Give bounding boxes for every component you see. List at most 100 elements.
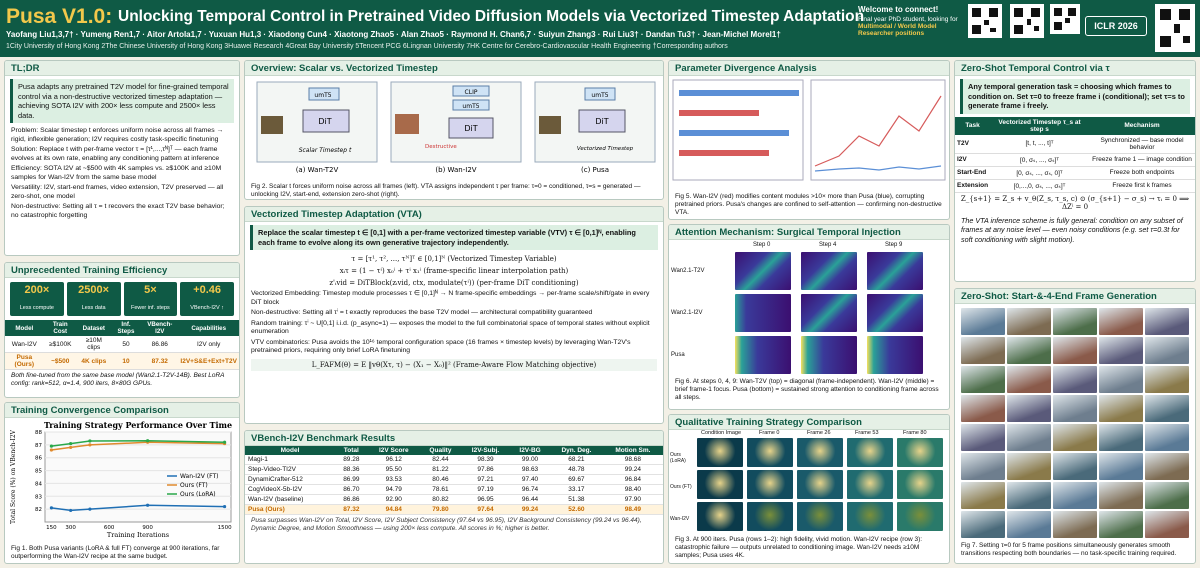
data-point bbox=[222, 440, 227, 444]
section-title: Parameter Divergence Analysis bbox=[669, 61, 949, 76]
tldr-panel: TL;DR Pusa adapts any pretrained T2V mod… bbox=[4, 60, 240, 256]
y-tick-label: 87 bbox=[35, 443, 42, 449]
legend-entry: Wan-I2V (FT) bbox=[180, 473, 218, 480]
section-title: VBench-I2V Benchmark Results bbox=[245, 431, 663, 446]
vta-bullet: VTV combinatorics: Pusa avoids the 10¹⁶ … bbox=[251, 338, 631, 355]
video-frame-thumbnail bbox=[747, 470, 793, 499]
video-frame-thumbnail bbox=[1053, 482, 1097, 509]
row-label: Ours (FT) bbox=[670, 484, 692, 490]
video-frame-thumbnail bbox=[697, 470, 743, 499]
video-frame-thumbnail bbox=[1007, 453, 1051, 480]
video-frame-thumbnail bbox=[897, 470, 943, 499]
video-frame-thumbnail bbox=[697, 438, 743, 467]
zeroshot-text: The VTA inference scheme is fully genera… bbox=[961, 215, 1183, 244]
step-label: Step 4 bbox=[819, 242, 837, 248]
column-label: Condition Image bbox=[701, 430, 742, 436]
video-frame-thumbnail bbox=[1053, 511, 1097, 538]
stat-badge: 5× Fewer inf. steps bbox=[123, 282, 178, 316]
video-frame-thumbnail bbox=[961, 511, 1005, 538]
video-frame-thumbnail bbox=[1099, 395, 1143, 422]
data-point bbox=[69, 445, 73, 450]
video-frame-thumbnail bbox=[1099, 308, 1143, 335]
attention-heatmap bbox=[735, 252, 791, 290]
figure-caption: Fig 3. At 900 iters. Pusa (rows 1–2): hi… bbox=[675, 536, 923, 559]
table-row: I2V [0, σₛ, ..., σₛ]ᵀ Freeze frame 1 — ima… bbox=[955, 153, 1195, 167]
section-title: Vectorized Timestep Adaptation (VTA) bbox=[245, 207, 663, 222]
qr-code-icon[interactable] bbox=[1050, 4, 1080, 34]
attention-heatmap bbox=[867, 252, 923, 290]
qr-code-icon[interactable] bbox=[1010, 4, 1044, 38]
attention-heatmap bbox=[735, 294, 791, 332]
svg-text:umT5: umT5 bbox=[462, 103, 479, 110]
poster-header: Pusa V1.0: Unlocking Temporal Control in… bbox=[0, 0, 1200, 57]
section-title: Qualitative Training Strategy Comparison bbox=[669, 415, 949, 430]
video-frame-thumbnail bbox=[897, 502, 943, 531]
table-row: Extension [0,...,0, σₛ, ..., σₛ]ᵀ Freeze f… bbox=[955, 179, 1195, 193]
svg-text:umT5: umT5 bbox=[591, 92, 608, 99]
svg-text:Scalar Timestep t: Scalar Timestep t bbox=[299, 147, 352, 154]
zeroshot-table: Task Vectorized Timestep τ_s at step s Mec… bbox=[955, 116, 1195, 193]
video-frame-thumbnail bbox=[1053, 308, 1097, 335]
diagram-label: (b) Wan-I2V bbox=[435, 166, 476, 174]
stat-badge: +0.46 VBench-I2V ↑ bbox=[180, 282, 234, 316]
attention-heatmap bbox=[735, 336, 791, 374]
video-frame-thumbnail bbox=[1145, 482, 1189, 509]
video-frame-thumbnail bbox=[1145, 337, 1189, 364]
startend-panel: Zero-Shot: Start-&-4-End Frame Generatio… bbox=[954, 288, 1196, 564]
poster-title: Unlocking Temporal Control in Pretrained… bbox=[118, 8, 865, 25]
video-frame-thumbnail bbox=[1145, 308, 1189, 335]
x-tick-label: 600 bbox=[104, 525, 115, 531]
convergence-chart: Training Strategy Performance Over Time 8… bbox=[10, 420, 232, 539]
figure-caption: Fig 7. Setting τ=0 for 5 frame positions… bbox=[961, 542, 1177, 557]
y-tick-label: 85 bbox=[35, 469, 42, 475]
video-frame-thumbnail bbox=[1053, 453, 1097, 480]
diagram-label: (a) Wan-T2V bbox=[296, 166, 339, 174]
step-label: Step 9 bbox=[885, 242, 903, 248]
svg-text:Vectorized Timestep: Vectorized Timestep bbox=[577, 146, 634, 152]
video-frame-thumbnail bbox=[1145, 366, 1189, 393]
zeroshot-highlight: Any temporal generation task = choosing … bbox=[960, 79, 1190, 114]
video-frame-thumbnail bbox=[1007, 482, 1051, 509]
welcome-text: Final year PhD student, looking for bbox=[858, 16, 958, 23]
video-frame-thumbnail bbox=[1053, 337, 1097, 364]
convergence-panel: Training Convergence Comparison Training… bbox=[4, 402, 240, 564]
table-row: CogVideoX-5b-I2V 86.70 94.79 78.61 97.19 96.7… bbox=[245, 484, 663, 495]
video-frame-thumbnail bbox=[961, 366, 1005, 393]
attention-grid: Step 0 Step 4 Step 9 Wan2.1-T2V Wan2.1-I… bbox=[669, 240, 949, 376]
video-frame-thumbnail bbox=[961, 424, 1005, 451]
stat-badge: 200× Less compute bbox=[10, 282, 64, 316]
x-tick-label: 1500 bbox=[218, 525, 232, 531]
svg-text:umT5: umT5 bbox=[314, 92, 331, 99]
video-frame-thumbnail bbox=[1145, 424, 1189, 451]
column-label: Frame 0 bbox=[759, 430, 780, 436]
video-frame-thumbnail bbox=[1053, 424, 1097, 451]
section-title: Training Convergence Comparison bbox=[5, 403, 239, 418]
video-frames-icon bbox=[261, 116, 283, 134]
equation: z'ᵢvid = DiTBlock(zᵢvid, ctx, modulate(τ… bbox=[329, 279, 579, 288]
svg-text:Destructive: Destructive bbox=[425, 144, 457, 150]
table-row: Wan-I2V ≥$100K ≥10M clips 50 86.86 I2V only bbox=[5, 336, 239, 353]
row-label: Wan2.1-I2V bbox=[671, 310, 703, 316]
qr-code-icon[interactable] bbox=[968, 4, 1002, 38]
step-label: Step 0 bbox=[753, 242, 771, 248]
data-point bbox=[146, 439, 150, 443]
video-frame-thumbnail bbox=[847, 502, 893, 531]
overview-diagram: DiT umT5 Scalar Timestep t CLIP umT5 DiT… bbox=[256, 81, 656, 174]
poster-logo: Pusa V1.0: bbox=[6, 5, 113, 28]
y-tick-label: 86 bbox=[35, 456, 42, 462]
divergence-plot bbox=[672, 79, 946, 181]
video-frame-thumbnail bbox=[1145, 511, 1189, 538]
qualitative-panel: Qualitative Training Strategy Comparison… bbox=[668, 414, 950, 564]
qr-code-icon[interactable] bbox=[1155, 4, 1195, 52]
video-frame-thumbnail bbox=[961, 337, 1005, 364]
vta-bullet: Non-destructive: Setting all τⁱ = t exac… bbox=[251, 309, 593, 317]
attention-panel: Attention Mechanism: Surgical Temporal I… bbox=[668, 224, 950, 410]
stat-badge: 2500× Less data bbox=[66, 282, 121, 316]
x-tick-label: 300 bbox=[65, 525, 76, 531]
attention-heatmap bbox=[801, 294, 857, 332]
video-frame-thumbnail bbox=[961, 395, 1005, 422]
table-row: Pusa (Ours) ~$500 4K clips 10 87.32 I2V+S&E+E… bbox=[5, 352, 239, 370]
table-row: Wan-I2V (baseline) 86.86 92.90 80.82 96.95 96… bbox=[245, 494, 663, 505]
video-frame-thumbnail bbox=[1007, 511, 1051, 538]
chart-title: Training Strategy Performance Over Time bbox=[44, 420, 232, 430]
